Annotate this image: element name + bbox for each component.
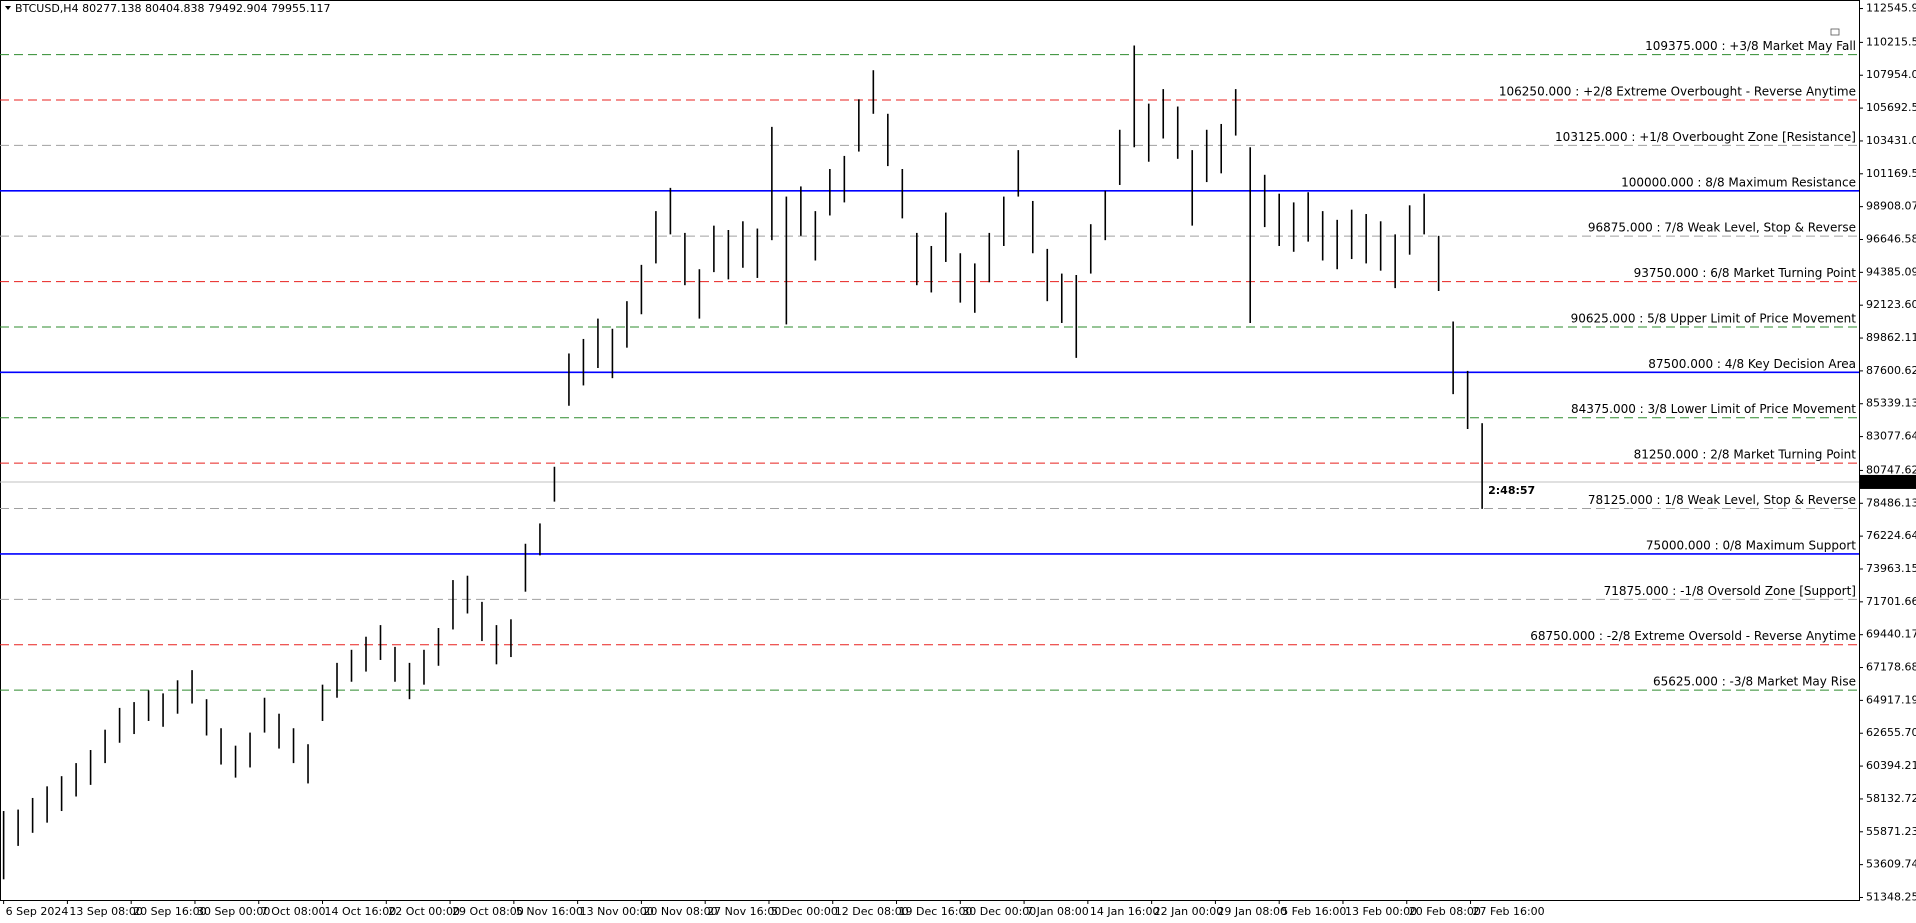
y-tick-label: 78486.130 <box>1866 496 1916 509</box>
x-tick-label: 19 Dec 16:00 <box>899 905 973 918</box>
level-label: 81250.000 : 2/8 Market Turning Point <box>1634 448 1857 462</box>
level-label: 96875.000 : 7/8 Weak Level, Stop & Rever… <box>1588 221 1856 235</box>
level-label: 100000.000 : 8/8 Maximum Resistance <box>1621 175 1856 189</box>
x-tick-label: 7 Oct 08:00 <box>261 905 326 918</box>
x-tick-label: 5 Nov 16:00 <box>516 905 583 918</box>
countdown-timer: 2:48:57 <box>1488 484 1535 497</box>
current-price-label: 79955.117 <box>1863 475 1916 488</box>
x-tick-label: 22 Jan 00:00 <box>1154 905 1224 918</box>
level-label: 93750.000 : 6/8 Market Turning Point <box>1634 266 1857 280</box>
y-tick-label: 85339.130 <box>1866 397 1916 410</box>
y-tick-label: 87600.620 <box>1866 364 1916 377</box>
level-label: 65625.000 : -3/8 Market May Rise <box>1653 675 1856 689</box>
y-tick-label: 67178.680 <box>1866 661 1916 674</box>
y-tick-label: 103431.050 <box>1866 134 1916 147</box>
y-tick-label: 101169.560 <box>1866 167 1916 180</box>
level-label: 75000.000 : 0/8 Maximum Support <box>1646 538 1856 552</box>
x-tick-label: 14 Jan 16:00 <box>1090 905 1160 918</box>
plot-frame <box>0 0 1860 901</box>
symbol-menu-arrow[interactable] <box>5 6 11 10</box>
y-tick-label: 60394.210 <box>1866 759 1916 772</box>
y-tick-label: 107954.030 <box>1866 68 1916 81</box>
x-tick-label: 30 Sep 00:00 <box>197 905 270 918</box>
x-tick-label: 20 Nov 08:00 <box>643 905 717 918</box>
x-tick-label: 27 Feb 16:00 <box>1473 905 1545 918</box>
y-tick-label: 58132.720 <box>1866 792 1916 805</box>
y-tick-label: 73963.150 <box>1866 562 1916 575</box>
y-tick-label: 105692.540 <box>1866 101 1916 114</box>
y-tick-label: 110215.540 <box>1866 35 1916 48</box>
level-label: 106250.000 : +2/8 Extreme Overbought - R… <box>1499 84 1856 98</box>
y-tick-label: 96646.580 <box>1866 232 1916 245</box>
level-label: 84375.000 : 3/8 Lower Limit of Price Mov… <box>1571 402 1856 416</box>
x-tick-label: 29 Oct 08:00 <box>452 905 524 918</box>
level-label: 90625.000 : 5/8 Upper Limit of Price Mov… <box>1571 311 1857 325</box>
x-tick-label: 14 Oct 16:00 <box>325 905 397 918</box>
level-label: 109375.000 : +3/8 Market May Fall <box>1645 39 1856 53</box>
y-tick-label: 53609.740 <box>1866 858 1916 871</box>
x-tick-label: 30 Dec 00:00 <box>962 905 1036 918</box>
y-tick-label: 89862.110 <box>1866 331 1916 344</box>
y-tick-label: 94385.090 <box>1866 265 1916 278</box>
y-tick-label: 98908.070 <box>1866 200 1916 213</box>
x-tick-label: 6 Sep 2024 <box>6 905 69 918</box>
y-tick-label: 80747.620 <box>1866 463 1916 476</box>
y-tick-label: 112545.940 <box>1866 2 1916 15</box>
y-tick-label: 92123.600 <box>1866 298 1916 311</box>
level-label: 68750.000 : -2/8 Extreme Oversold - Reve… <box>1530 629 1856 643</box>
x-tick-label: 5 Feb 16:00 <box>1281 905 1346 918</box>
x-tick-label: 7 Jan 08:00 <box>1026 905 1089 918</box>
x-tick-label: 22 Oct 00:00 <box>388 905 460 918</box>
y-tick-label: 83077.640 <box>1866 430 1916 443</box>
x-tick-label: 13 Sep 08:00 <box>69 905 142 918</box>
y-tick-label: 71701.660 <box>1866 595 1916 608</box>
x-tick-label: 13 Nov 00:00 <box>580 905 654 918</box>
level-label: 103125.000 : +1/8 Overbought Zone [Resis… <box>1555 130 1856 144</box>
level-label: 71875.000 : -1/8 Oversold Zone [Support] <box>1604 584 1856 598</box>
chart-title: BTCUSD,H4 80277.138 80404.838 79492.904 … <box>15 2 331 15</box>
y-tick-label: 55871.230 <box>1866 825 1916 838</box>
x-tick-label: 27 Nov 16:00 <box>707 905 781 918</box>
y-tick-label: 62655.700 <box>1866 726 1916 739</box>
current-price-box <box>1860 474 1916 489</box>
x-tick-label: 20 Sep 16:00 <box>133 905 206 918</box>
x-tick-label: 12 Dec 08:00 <box>835 905 909 918</box>
x-tick-label: 5 Dec 00:00 <box>771 905 838 918</box>
level-label: 87500.000 : 4/8 Key Decision Area <box>1648 357 1856 371</box>
level-label: 78125.000 : 1/8 Weak Level, Stop & Rever… <box>1588 493 1856 507</box>
y-tick-label: 69440.170 <box>1866 628 1916 641</box>
y-tick-label: 51348.250 <box>1866 890 1916 903</box>
window-icon[interactable] <box>1830 28 1840 36</box>
y-tick-label: 76224.640 <box>1866 529 1916 542</box>
x-tick-label: 20 Feb 08:00 <box>1409 905 1481 918</box>
x-tick-label: 29 Jan 08:00 <box>1217 905 1287 918</box>
x-tick-label: 13 Feb 00:00 <box>1345 905 1417 918</box>
y-tick-label: 64917.190 <box>1866 693 1916 706</box>
